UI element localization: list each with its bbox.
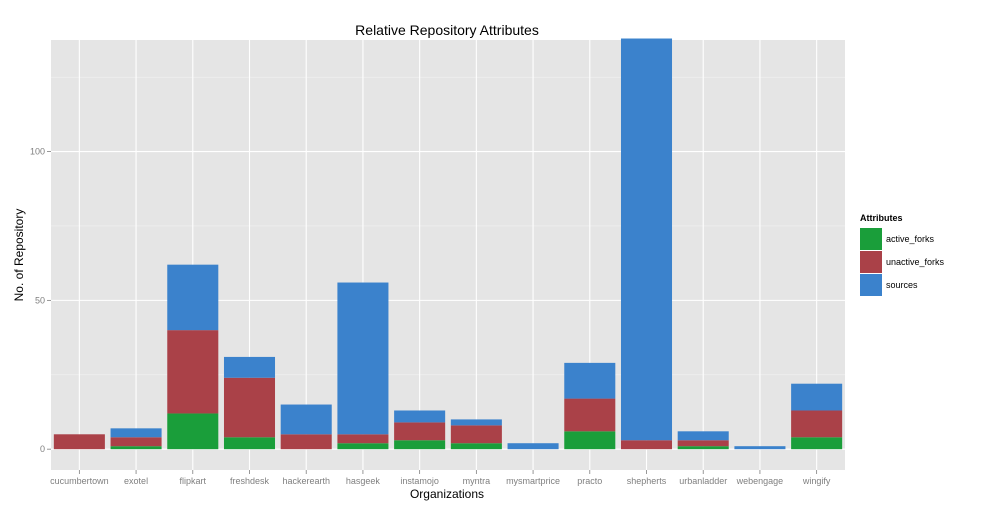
bar-sources (734, 446, 786, 450)
bar-unactive-forks (53, 434, 105, 450)
bar-sources (564, 362, 616, 399)
bar-sources (223, 356, 276, 378)
x-tick-label: mysmartprice (506, 476, 560, 486)
x-tick-label: exotel (124, 476, 148, 486)
bar-active-forks (450, 443, 502, 450)
chart-title: Relative Repository Attributes (355, 22, 539, 38)
bar-sources (507, 443, 559, 450)
bar-active-forks (394, 440, 446, 450)
bar-active-forks (677, 446, 729, 450)
bar-sources (677, 431, 729, 441)
y-tick-label: 100 (30, 147, 45, 157)
x-axis-ticks: cucumbertown exotel flipkart freshdesk hacke… (50, 470, 831, 486)
bar-active-forks (564, 431, 616, 450)
bar-sources (450, 419, 502, 426)
bar-unactive-forks (223, 377, 276, 438)
bar-active-forks (337, 443, 389, 450)
bar-active-forks (110, 446, 162, 450)
x-tick-label: instamojo (400, 476, 439, 486)
bar-sources (620, 38, 673, 441)
x-tick-label: urbanladder (679, 476, 727, 486)
y-tick-label: 0 (40, 444, 45, 454)
y-tick-label: 50 (35, 295, 45, 305)
legend-label: unactive_forks (886, 257, 945, 267)
y-axis-title: No. of Repository (12, 209, 26, 302)
x-tick-label: shepherts (627, 476, 667, 486)
x-tick-label: freshdesk (230, 476, 270, 486)
bar-active-forks (223, 437, 276, 450)
bar-unactive-forks (394, 422, 446, 441)
bar-unactive-forks (620, 440, 673, 450)
legend-swatch-active-forks (860, 228, 882, 250)
bar-active-forks (167, 413, 219, 450)
legend-swatch-unactive-forks (860, 251, 882, 273)
bar-unactive-forks (450, 425, 502, 444)
bar-unactive-forks (564, 398, 616, 432)
x-tick-label: cucumbertown (50, 476, 109, 486)
bar-unactive-forks (280, 434, 332, 450)
x-axis-title: Organizations (410, 487, 484, 501)
legend: Attributes active_forks unactive_forkssou… (860, 213, 945, 296)
x-tick-label: flipkart (180, 476, 207, 486)
bar-sources (337, 282, 389, 435)
y-axis-ticks: 0 50 100 (30, 147, 51, 454)
bar-unactive-forks (677, 440, 729, 447)
x-tick-label: myntra (463, 476, 491, 486)
x-tick-label: hackerearth (282, 476, 330, 486)
bar-unactive-forks (337, 434, 389, 444)
legend-swatch-sources (860, 274, 882, 296)
x-tick-label: wingify (802, 476, 831, 486)
x-tick-label: practo (577, 476, 602, 486)
legend-label: sources (886, 280, 918, 290)
legend-title: Attributes (860, 213, 903, 223)
bar-unactive-forks (110, 437, 162, 447)
bar-sources (110, 428, 162, 438)
bar-unactive-forks (791, 410, 843, 438)
bar-sources (280, 404, 332, 435)
x-tick-label: webengage (736, 476, 784, 486)
bar-unactive-forks (167, 330, 219, 414)
bar-sources (167, 264, 219, 331)
bar-sources (791, 383, 843, 411)
bar-active-forks (791, 437, 843, 450)
legend-label: active_forks (886, 234, 935, 244)
bar-sources (394, 410, 446, 423)
x-tick-label: hasgeek (346, 476, 381, 486)
bars (53, 38, 843, 450)
